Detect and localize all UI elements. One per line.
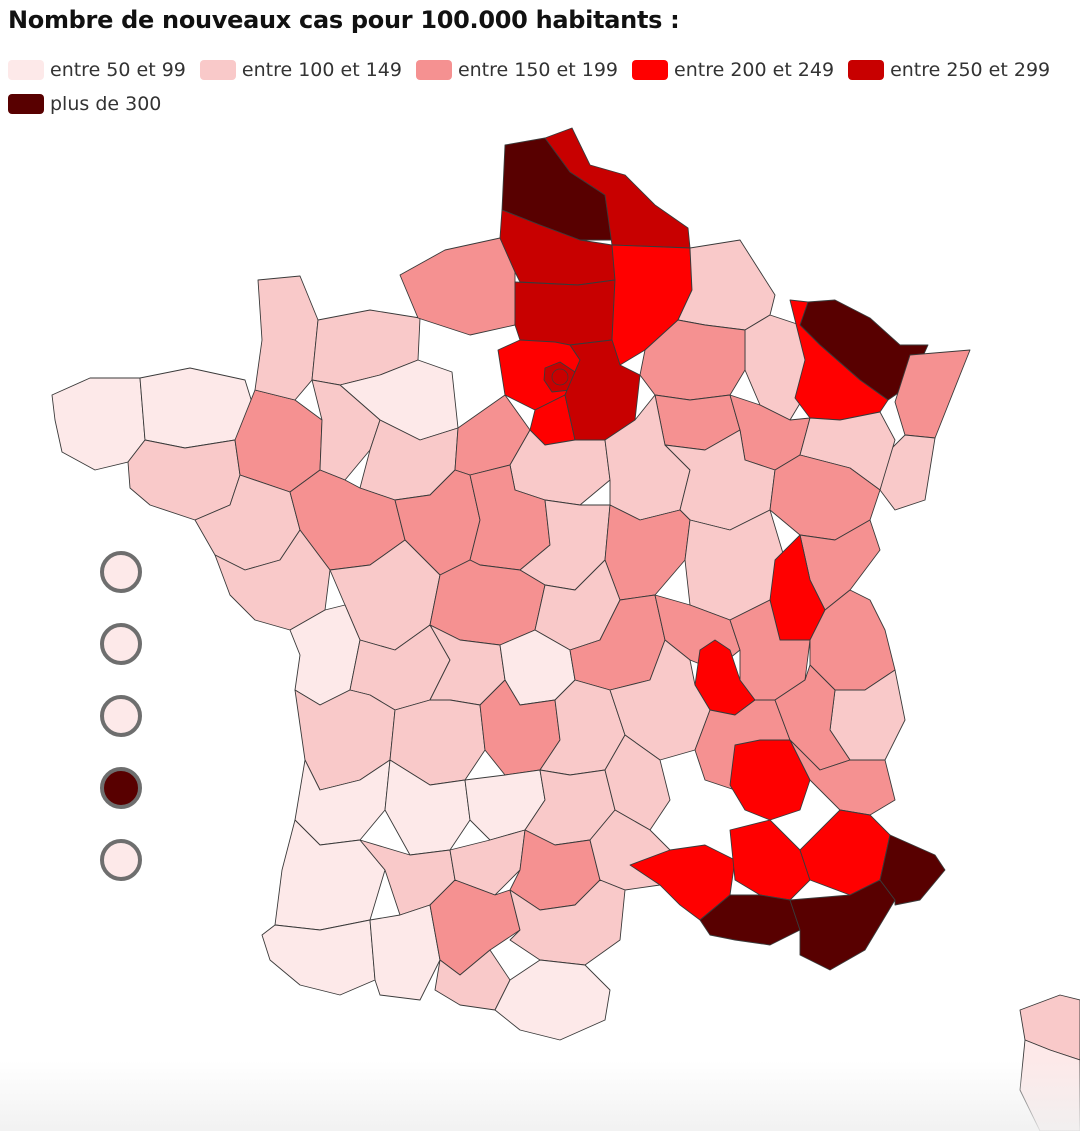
legend-swatch: [8, 94, 44, 114]
legend-swatch: [848, 60, 885, 80]
department-region[interactable]: [51, 377, 146, 471]
department-region[interactable]: [789, 879, 896, 971]
department-region[interactable]: [514, 279, 616, 346]
map-title: Nombre de nouveaux cas pour 100.000 habi…: [8, 6, 680, 34]
department-region[interactable]: [429, 879, 521, 976]
paris-department[interactable]: [551, 368, 569, 386]
department-region[interactable]: [544, 127, 691, 249]
department-region[interactable]: [494, 959, 611, 1041]
department-region[interactable]: [261, 919, 376, 996]
legend: entre 50 et 99 entre 100 et 149 entre 15…: [8, 58, 1068, 116]
overseas-marker[interactable]: [100, 623, 142, 665]
legend-label: entre 100 et 149: [241, 59, 402, 81]
department-region[interactable]: [604, 504, 691, 601]
department-region[interactable]: [789, 299, 889, 421]
overseas-marker[interactable]: [100, 551, 142, 593]
department-region[interactable]: [509, 879, 626, 966]
overseas-marker[interactable]: [100, 767, 142, 809]
department-region[interactable]: [677, 239, 776, 331]
legend-label: entre 250 et 299: [890, 59, 1051, 81]
department-region[interactable]: [729, 739, 811, 821]
department-region[interactable]: [369, 904, 441, 1001]
department-region[interactable]: [729, 819, 811, 901]
legend-item-150-199: entre 150 et 199: [415, 58, 619, 82]
department-region[interactable]: [214, 529, 331, 631]
department-region[interactable]: [789, 739, 896, 816]
department-region[interactable]: [254, 275, 319, 401]
overseas-marker[interactable]: [100, 839, 142, 881]
legend-label: entre 50 et 99: [50, 59, 186, 81]
bottom-fade: [0, 1061, 1080, 1131]
legend-label: entre 150 et 199: [457, 59, 619, 81]
department-region[interactable]: [639, 319, 746, 401]
legend-label: plus de 300: [50, 93, 162, 115]
department-region[interactable]: [384, 759, 471, 856]
overseas-marker[interactable]: [100, 695, 142, 737]
department-region[interactable]: [311, 379, 381, 481]
legend-item-300-plus: plus de 300: [8, 92, 161, 116]
legend-swatch: [415, 60, 452, 80]
legend-item-250-299: entre 250 et 299: [848, 58, 1050, 82]
legend-swatch: [632, 60, 669, 80]
legend-item-100-149: entre 100 et 149: [199, 58, 402, 82]
legend-swatch: [199, 60, 236, 80]
legend-label: entre 200 et 249: [674, 59, 835, 81]
legend-swatch: [8, 60, 44, 80]
legend-item-50-99: entre 50 et 99: [8, 58, 186, 82]
department-region[interactable]: [879, 834, 946, 906]
legend-item-200-249: entre 200 et 249: [632, 58, 834, 82]
